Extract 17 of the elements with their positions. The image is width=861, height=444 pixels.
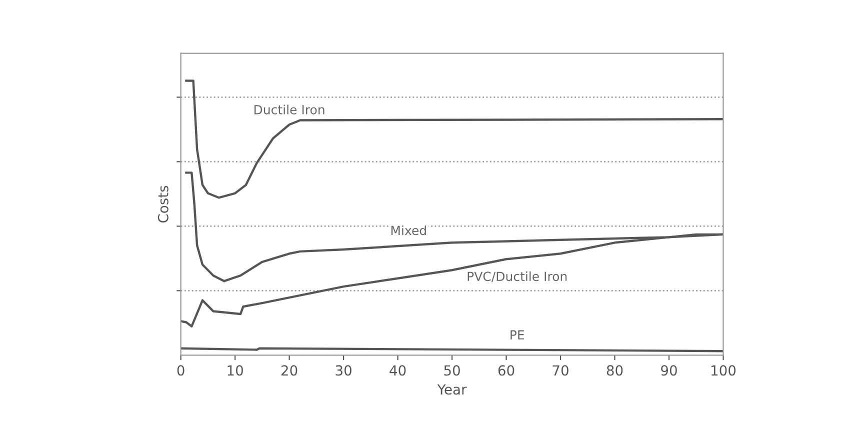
- x-axis-title: Year: [437, 384, 467, 395]
- series-label: Ductile Iron: [254, 104, 324, 114]
- x-tick-label: 40: [390, 365, 406, 376]
- x-tick-label: 20: [281, 365, 298, 376]
- y-axis-title: Costs: [158, 186, 168, 223]
- x-tick-label: 0: [177, 365, 184, 376]
- x-tick-label: 90: [661, 365, 677, 376]
- x-tick-label: 80: [606, 365, 623, 376]
- x-tick-label: 60: [498, 365, 514, 376]
- x-tick-label: 70: [552, 365, 568, 376]
- x-tick-label: 50: [444, 365, 460, 376]
- series-label: Mixed: [391, 225, 426, 236]
- x-tick-label: 10: [228, 365, 243, 376]
- x-tick-label: 100: [712, 365, 736, 376]
- series-label: PVC/Ductile Iron: [468, 271, 567, 282]
- series-label: PE: [510, 330, 524, 340]
- x-tick-label: 30: [336, 365, 352, 376]
